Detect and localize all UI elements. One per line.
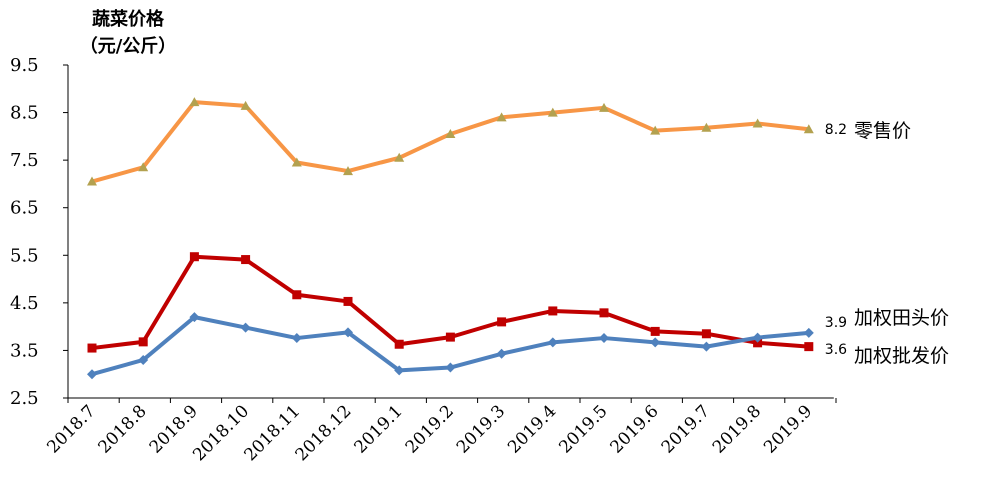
data-point-wholesale bbox=[497, 317, 507, 327]
data-point-wholesale bbox=[548, 306, 558, 316]
data-point-farmgate bbox=[189, 312, 200, 323]
data-point-retail bbox=[650, 125, 661, 135]
x-tick-label: 2019.3 bbox=[453, 401, 509, 457]
data-point-wholesale bbox=[87, 343, 97, 353]
data-point-wholesale bbox=[138, 337, 148, 347]
data-point-wholesale bbox=[343, 296, 353, 306]
y-tick-label: 6.5 bbox=[10, 198, 39, 219]
data-point-retail bbox=[547, 107, 558, 117]
data-point-farmgate bbox=[343, 327, 353, 338]
x-tick-label: 2018.8 bbox=[95, 401, 151, 457]
data-point-wholesale bbox=[241, 255, 251, 265]
end-value-label-retail: 8.2 bbox=[825, 122, 847, 138]
x-tick-label: 2019.9 bbox=[760, 401, 816, 457]
labels-layer: 8.2 零售价 3.6 加权批发价 3.9 加权田头价 bbox=[825, 120, 949, 367]
data-point-retail bbox=[189, 97, 200, 107]
data-point-wholesale bbox=[753, 338, 763, 348]
x-tick-label: 2019.1 bbox=[351, 401, 407, 457]
series-layer bbox=[87, 97, 814, 380]
y-tick-label: 9.5 bbox=[10, 55, 39, 76]
x-tick-label: 2018.7 bbox=[43, 401, 99, 457]
data-point-wholesale bbox=[599, 308, 609, 318]
y-tick-label: 4.5 bbox=[10, 293, 39, 314]
data-point-farmgate bbox=[240, 322, 251, 333]
series-name-label-farmgate: 加权田头价 bbox=[854, 307, 949, 329]
y-tick-label: 5.5 bbox=[10, 245, 39, 266]
x-tick-label: 2019.2 bbox=[402, 401, 458, 457]
data-point-farmgate bbox=[445, 362, 456, 373]
data-point-retail bbox=[291, 157, 302, 167]
data-point-retail bbox=[445, 128, 456, 138]
data-point-wholesale bbox=[650, 326, 660, 336]
data-point-farmgate bbox=[291, 333, 302, 344]
series-retail bbox=[87, 97, 814, 186]
data-point-farmgate bbox=[803, 327, 814, 338]
data-point-retail bbox=[138, 162, 149, 172]
data-point-farmgate bbox=[394, 365, 405, 376]
data-point-farmgate bbox=[752, 332, 763, 343]
series-line-retail bbox=[91, 100, 810, 184]
data-point-retail bbox=[701, 122, 712, 132]
data-point-wholesale bbox=[394, 339, 404, 349]
y-tick-label: 3.5 bbox=[10, 340, 39, 361]
end-value-label-wholesale: 3.6 bbox=[825, 342, 847, 358]
data-point-retail bbox=[87, 176, 97, 186]
x-tick-label: 2019.4 bbox=[504, 401, 560, 457]
data-point-retail bbox=[394, 152, 405, 162]
data-point-farmgate bbox=[87, 369, 97, 380]
y-tick-label: 8.5 bbox=[10, 103, 39, 124]
series-name-label-wholesale: 加权批发价 bbox=[854, 345, 949, 367]
data-point-retail bbox=[496, 112, 507, 122]
data-point-farmgate bbox=[650, 337, 661, 348]
y-tick-label: 2.5 bbox=[10, 388, 39, 409]
y-axis-label-line-2: （元/公斤） bbox=[80, 36, 177, 57]
series-farmgate bbox=[87, 312, 814, 380]
data-point-wholesale bbox=[189, 252, 199, 262]
x-tick-label: 2018.10 bbox=[189, 401, 253, 465]
series-name-label-retail: 零售价 bbox=[854, 120, 911, 142]
x-tick-label: 2018.11 bbox=[240, 401, 304, 465]
data-point-wholesale bbox=[701, 329, 711, 339]
data-point-retail bbox=[803, 124, 814, 134]
data-point-retail bbox=[599, 102, 609, 112]
end-value-label-farmgate: 3.9 bbox=[825, 315, 847, 331]
data-point-farmgate bbox=[547, 337, 558, 348]
x-tick-label: 2019.8 bbox=[709, 401, 765, 457]
data-point-wholesale bbox=[292, 290, 302, 300]
data-point-wholesale bbox=[804, 342, 814, 352]
x-tick-label: 2019.5 bbox=[555, 401, 611, 457]
data-point-farmgate bbox=[138, 354, 149, 365]
data-point-retail bbox=[752, 118, 763, 128]
data-point-wholesale bbox=[445, 332, 455, 342]
data-point-retail bbox=[240, 100, 251, 110]
data-point-farmgate bbox=[701, 341, 712, 352]
data-point-farmgate bbox=[599, 333, 609, 344]
data-point-retail bbox=[343, 166, 353, 176]
y-tick-label: 7.5 bbox=[10, 150, 39, 171]
data-point-farmgate bbox=[496, 348, 507, 359]
series-wholesale bbox=[87, 252, 814, 353]
x-tick-label: 2019.6 bbox=[607, 401, 663, 457]
y-axis-label: 蔬菜价格 （元/公斤） bbox=[80, 8, 177, 57]
x-tick-label: 2018.12 bbox=[292, 401, 356, 465]
y-axis-label-line-1: 蔬菜价格 bbox=[92, 8, 165, 30]
x-tick-label: 2019.7 bbox=[658, 401, 714, 457]
